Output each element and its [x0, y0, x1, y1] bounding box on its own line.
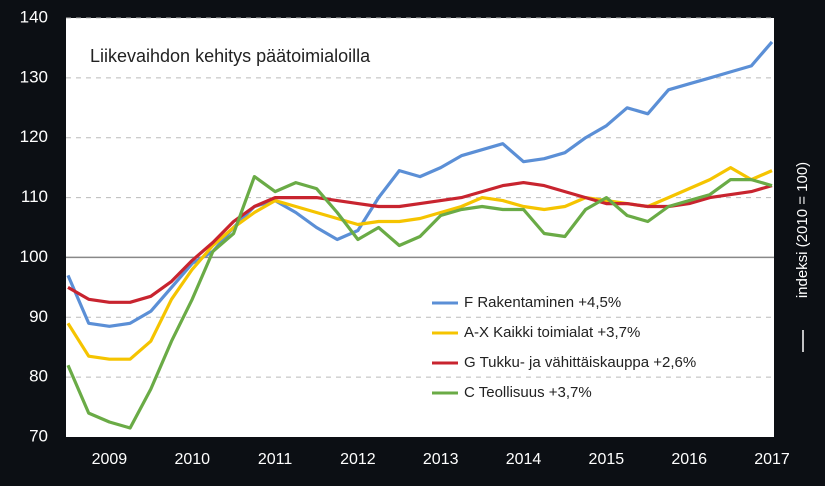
x-tick-label: 2014: [506, 451, 542, 468]
plot-area: [66, 18, 774, 437]
x-tick-label: 2009: [92, 451, 128, 468]
y-tick-label: 120: [20, 127, 48, 146]
y-tick-label: 80: [29, 367, 48, 386]
legend-label: C Teollisuus +3,7%: [464, 384, 592, 401]
x-tick-label: 2011: [258, 451, 293, 468]
x-tick-label: 2010: [174, 451, 210, 468]
x-tick-label: 2017: [754, 451, 790, 468]
series-line: [66, 40, 774, 328]
series-line: [66, 166, 773, 361]
series-line: [67, 181, 773, 304]
legend-label: G Tukku- ja vähittäiskauppa +2,6%: [464, 354, 696, 371]
x-tick-label: 2012: [340, 451, 376, 468]
chart-title: Liikevaihdon kehitys päätoimialoilla: [90, 46, 371, 66]
legend-label: F Rakentaminen +4,5%: [464, 294, 621, 311]
y-tick-label: 90: [29, 307, 48, 326]
y-tick-label: 130: [20, 67, 48, 86]
x-tick-label: 2015: [589, 451, 625, 468]
x-tick-label: 2013: [423, 451, 459, 468]
y-tick-label: 110: [21, 187, 48, 206]
y-tick-label: 70: [29, 426, 48, 445]
y-axis-label: indeksi (2010 = 100): [794, 162, 811, 298]
y-tick-label: 100: [20, 247, 48, 266]
series-line: [66, 175, 773, 430]
x-tick-label: 2016: [671, 451, 707, 468]
legend-label: A-X Kaikki toimialat +3,7%: [464, 324, 640, 341]
y-tick-label: 140: [20, 7, 48, 26]
